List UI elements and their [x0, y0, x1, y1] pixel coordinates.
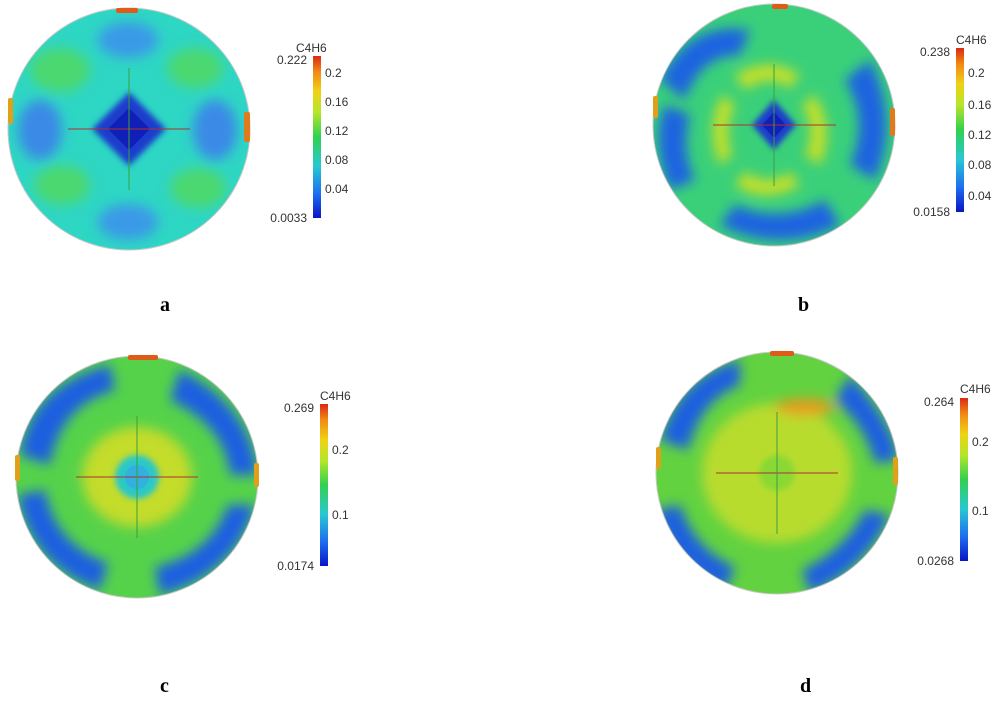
colorbar-tick: 0.1	[332, 508, 349, 522]
colorbar-a: C4H6 0.222 0.0033 0.2 0.16 0.12 0.08 0.0…	[270, 41, 348, 225]
colorbar-tick: 0.2	[972, 435, 989, 449]
field-a	[8, 8, 250, 250]
colorbar-tick: 0.16	[325, 95, 349, 109]
edge-markers-c	[15, 355, 259, 487]
colorbar-min: 0.0158	[913, 205, 950, 219]
colorbar-tick: 0.2	[325, 66, 342, 80]
colorbar-max: 0.238	[920, 45, 950, 59]
field-c	[16, 356, 258, 598]
colorbar-tick: 0.12	[968, 128, 992, 142]
colorbar-tick: 0.16	[968, 98, 992, 112]
colorbar-tick: 0.2	[332, 443, 349, 457]
colorbar-c: C4H6 0.269 0.0174 0.2 0.1	[277, 389, 351, 573]
panel-label-c: c	[160, 675, 169, 697]
colorbar-title: C4H6	[296, 41, 327, 55]
colorbar-b: C4H6 0.238 0.0158 0.2 0.16 0.12 0.08 0.0…	[913, 33, 991, 219]
field-b	[653, 4, 895, 246]
panel-d: C4H6 0.264 0.0268 0.2 0.1 d	[640, 345, 1002, 704]
panel-label-d: d	[800, 675, 812, 697]
panel-a: C4H6 0.222 0.0033 0.2 0.16 0.12 0.08 0.0…	[0, 0, 400, 330]
colorbar-tick: 0.2	[968, 66, 985, 80]
colorbar-max: 0.269	[284, 401, 314, 415]
colorbar-max: 0.222	[277, 53, 307, 67]
colorbar-tick: 0.08	[968, 158, 992, 172]
colorbar-min: 0.0268	[917, 554, 954, 568]
colorbar-tick: 0.12	[325, 124, 349, 138]
contour-plot-a: C4H6 0.222 0.0033 0.2 0.16 0.12 0.08 0.0…	[7, 7, 349, 251]
edge-markers-b	[653, 4, 895, 136]
panel-label-a: a	[160, 294, 170, 316]
colorbar-title: C4H6	[960, 382, 991, 396]
edge-markers-d	[656, 351, 898, 485]
colorbar-tick: 0.1	[972, 504, 989, 518]
colorbar-title: C4H6	[320, 389, 351, 403]
colorbar-tick: 0.04	[968, 189, 992, 203]
edge-markers-a	[8, 8, 250, 142]
colorbar-tick: 0.04	[325, 182, 349, 196]
colorbar-min: 0.0174	[277, 559, 314, 573]
colorbar-d: C4H6 0.264 0.0268 0.2 0.1	[917, 382, 991, 568]
contour-plot-c: C4H6 0.269 0.0174 0.2 0.1	[15, 355, 351, 599]
colorbar-min: 0.0033	[270, 211, 307, 225]
colorbar-max: 0.264	[924, 395, 954, 409]
panel-b: C4H6 0.238 0.0158 0.2 0.16 0.12 0.08 0.0…	[640, 0, 1002, 330]
colorbar-tick: 0.08	[325, 153, 349, 167]
field-d	[656, 352, 898, 594]
contour-plot-d: C4H6 0.264 0.0268 0.2 0.1	[655, 351, 991, 595]
panel-label-b: b	[798, 294, 810, 316]
panel-c: C4H6 0.269 0.0174 0.2 0.1 c	[0, 345, 400, 704]
contour-plot-b: C4H6 0.238 0.0158 0.2 0.16 0.12 0.08 0.0…	[652, 3, 992, 247]
colorbar-title: C4H6	[956, 33, 987, 47]
